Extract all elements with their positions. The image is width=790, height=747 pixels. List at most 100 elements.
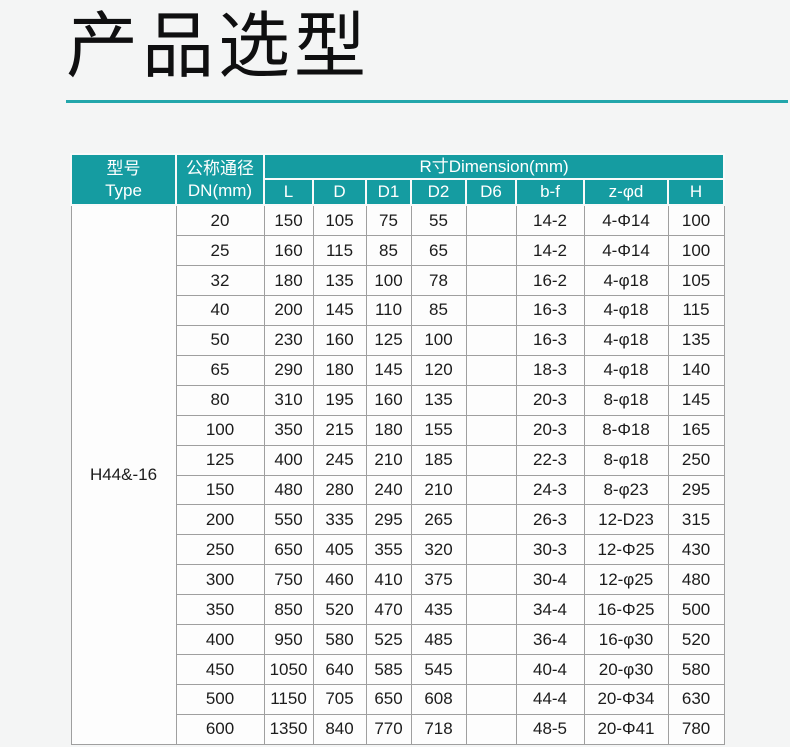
- table-cell: [465, 235, 517, 267]
- table-cell: 85: [410, 294, 467, 326]
- table-cell: 110: [365, 294, 412, 326]
- table-cell: 145: [667, 384, 725, 416]
- table-cell: 840: [312, 713, 367, 746]
- table-cell: [465, 534, 517, 566]
- table-cell: 780: [667, 713, 725, 746]
- table-cell: 180: [312, 354, 367, 386]
- table-cell: 585: [365, 654, 412, 685]
- table-cell: 608: [410, 683, 467, 715]
- table-cell: 160: [263, 235, 314, 267]
- table-cell: 150: [175, 474, 265, 506]
- table-cell: 300: [175, 564, 265, 596]
- table-cell: 295: [365, 504, 412, 536]
- table-row: 150 480 280 240 210 24-3 8-φ23 295: [71, 474, 725, 506]
- table-row: 50 230 160 125 100 16-3 4-φ18 135: [71, 324, 725, 356]
- table-cell: [465, 683, 517, 715]
- table-cell: 85: [365, 235, 412, 267]
- table-cell: 16-2: [515, 265, 585, 296]
- table-cell: 100: [410, 324, 467, 356]
- table-cell: [465, 294, 517, 326]
- header-cell-D6: D6: [465, 178, 517, 206]
- table-cell: 400: [175, 624, 265, 656]
- table-cell: 30-4: [515, 564, 585, 596]
- table-cell: [465, 624, 517, 656]
- table-cell: 250: [667, 444, 725, 476]
- header-row-sub: L D D1 D2 D6 b-f z-φd H: [71, 178, 726, 206]
- table-cell: 80: [175, 384, 265, 416]
- table-cell: 32: [175, 265, 265, 296]
- table-cell: 1150: [263, 683, 314, 715]
- table-cell: 20-Φ41: [583, 713, 669, 746]
- table-cell: 1350: [263, 713, 314, 746]
- table-cell: 26-3: [515, 504, 585, 536]
- table-cell: 20-3: [515, 414, 585, 446]
- table-row: H44&-16 20 150 105 75 55 14-2 4-Φ14 100: [70, 204, 725, 745]
- table-cell: 500: [667, 594, 725, 626]
- table-cell: 705: [312, 683, 367, 715]
- table-cell: [465, 384, 517, 416]
- table-cell: 480: [667, 564, 725, 596]
- table-cell: 100: [365, 265, 412, 296]
- table-cell: 525: [365, 624, 412, 656]
- header-type-cn: 型号: [106, 159, 141, 179]
- table-body: H44&-16 20 150 105 75 55 14-2 4-Φ14 100 25 160 115 8…: [70, 204, 725, 746]
- table-cell: 20: [175, 204, 265, 237]
- table-cell: 195: [312, 384, 367, 416]
- table-cell: [465, 474, 517, 506]
- table-cell: [465, 414, 517, 446]
- table-row: 40 200 145 110 85 16-3 4-φ18 115: [71, 294, 725, 326]
- table-cell: 16-Φ25: [583, 594, 669, 626]
- table-cell: [465, 564, 517, 596]
- table-cell: 75: [365, 204, 412, 237]
- table-cell: 335: [312, 504, 367, 536]
- header-cell-dn: 公称通径 DN(mm): [175, 153, 265, 206]
- table-cell: 100: [175, 414, 265, 446]
- table-cell: 160: [365, 384, 412, 416]
- table-cell: 16-3: [515, 294, 585, 326]
- table-cell: [465, 713, 517, 746]
- table-cell: 245: [312, 444, 367, 476]
- table-cell: 65: [175, 354, 265, 386]
- header-cell-D1: D1: [365, 178, 412, 206]
- table-cell: 350: [175, 594, 265, 626]
- table-cell: 65: [410, 235, 467, 267]
- table-cell: 20-Φ34: [583, 683, 669, 715]
- table-cell: 4-Φ14: [583, 235, 669, 267]
- table-cell: 295: [667, 474, 725, 506]
- table-cell: 8-φ18: [583, 444, 669, 476]
- table-cell: 400: [263, 444, 314, 476]
- table-cell: 135: [410, 384, 467, 416]
- table-cell: 430: [667, 534, 725, 566]
- table-cell: [465, 444, 517, 476]
- table-cell: 280: [312, 474, 367, 506]
- header-cell-H: H: [666, 178, 726, 206]
- table-cell: [465, 504, 517, 536]
- table-cell: [465, 594, 517, 626]
- header-row-top: 型号 Type 公称通径 DN(mm) R寸Dimension(mm): [70, 153, 726, 206]
- table-cell: 55: [410, 204, 467, 237]
- table-cell: 450: [175, 654, 265, 685]
- table-cell: 265: [410, 504, 467, 536]
- table-cell: 215: [312, 414, 367, 446]
- table-cell: [465, 654, 517, 685]
- table-cell: 16-3: [515, 324, 585, 356]
- table-row: 350 850 520 470 435 34-4 16-Φ25 500: [71, 594, 725, 626]
- table-cell: 600: [175, 713, 265, 746]
- table-cell: 48-5: [515, 713, 585, 746]
- table-header: 型号 Type 公称通径 DN(mm) R寸Dimension(mm) L D …: [70, 153, 726, 206]
- table-cell: 100: [667, 204, 725, 237]
- header-cell-D2: D2: [410, 178, 467, 206]
- table-cell: 950: [263, 624, 314, 656]
- page-title: 产品选型: [66, 7, 371, 87]
- table-cell: 750: [263, 564, 314, 596]
- table-cell: 120: [410, 354, 467, 386]
- table-cell: [465, 354, 517, 386]
- header-cell-zphid: z-φd: [583, 178, 669, 206]
- table-cell: 470: [365, 594, 412, 626]
- header-cell-L: L: [263, 178, 314, 206]
- table-cell: 14-2: [515, 235, 585, 267]
- table-cell: 100: [667, 235, 725, 267]
- table-cell: 24-3: [515, 474, 585, 506]
- table-cell: 210: [365, 444, 412, 476]
- table-row: 300 750 460 410 375 30-4 12-φ25 480: [71, 564, 725, 596]
